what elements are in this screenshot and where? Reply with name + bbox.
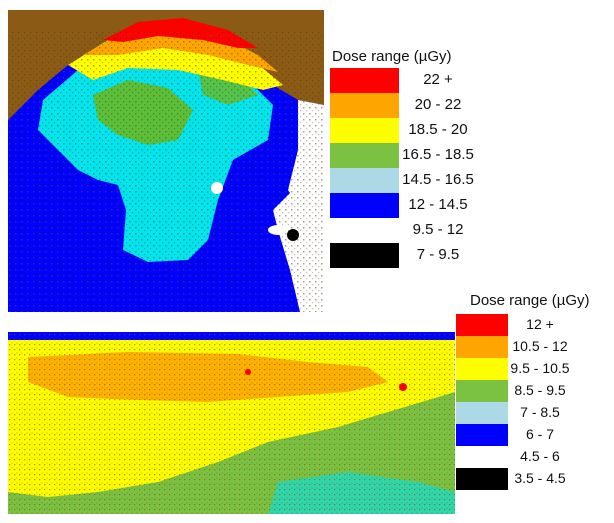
legend-range-label: 7 - 9.5 xyxy=(416,246,460,263)
white-spot-2 xyxy=(268,225,288,235)
legend-range-label: 9.5 - 12 xyxy=(412,221,464,238)
legend-swatch xyxy=(456,468,508,490)
legend-top: Dose range (µGy) 22 + 20 - 22 18.5 - 20 … xyxy=(330,46,480,286)
legend-swatch xyxy=(456,446,508,468)
red-spot xyxy=(399,383,407,391)
legend-range-label: 16.5 - 18.5 xyxy=(402,146,474,163)
legend-range-label: 14.5 - 16.5 xyxy=(402,171,474,188)
legend-range-label: 10.5 - 12 xyxy=(512,338,568,354)
legend-swatch xyxy=(456,314,508,336)
top-dose-map xyxy=(8,10,324,312)
bottom-dose-map xyxy=(8,332,455,514)
legend-swatch xyxy=(330,93,399,118)
black-spot xyxy=(287,229,299,241)
legend-bottom: Dose range (µGy) 12 + 10.5 - 12 9.5 - 10… xyxy=(456,292,614,520)
legend-range-label: 12 - 14.5 xyxy=(408,196,468,213)
legend-range-label: 12 + xyxy=(526,316,554,332)
legend-swatch xyxy=(330,193,399,218)
legend-range-label: 3.5 - 4.5 xyxy=(514,470,566,486)
legend-range-label: 4.5 - 6 xyxy=(520,448,560,464)
legend-swatch xyxy=(456,402,508,424)
legend-swatch xyxy=(330,218,399,243)
legend-swatch xyxy=(330,68,399,93)
legend-range-label: 22 + xyxy=(423,71,453,88)
legend-range-label: 6 - 7 xyxy=(525,426,554,442)
legend-swatch xyxy=(456,336,508,358)
legend-swatch xyxy=(456,424,508,446)
legend-swatch xyxy=(330,168,399,193)
legend-range-label: 20 - 22 xyxy=(414,96,462,113)
legend-top-title: Dose range (µGy) xyxy=(332,48,452,65)
legend-swatch xyxy=(456,380,508,402)
legend-swatch xyxy=(456,358,508,380)
legend-swatch xyxy=(330,118,399,143)
legend-range-label: 18.5 - 20 xyxy=(408,121,468,138)
legend-swatch xyxy=(330,243,399,268)
white-spot xyxy=(211,182,223,194)
legend-range-label: 8.5 - 9.5 xyxy=(514,382,566,398)
legend-swatch xyxy=(330,143,399,168)
legend-range-label: 9.5 - 10.5 xyxy=(510,360,570,376)
legend-bottom-title: Dose range (µGy) xyxy=(470,292,590,309)
red-spot-2 xyxy=(245,369,251,375)
legend-range-label: 7 - 8.5 xyxy=(520,404,560,420)
